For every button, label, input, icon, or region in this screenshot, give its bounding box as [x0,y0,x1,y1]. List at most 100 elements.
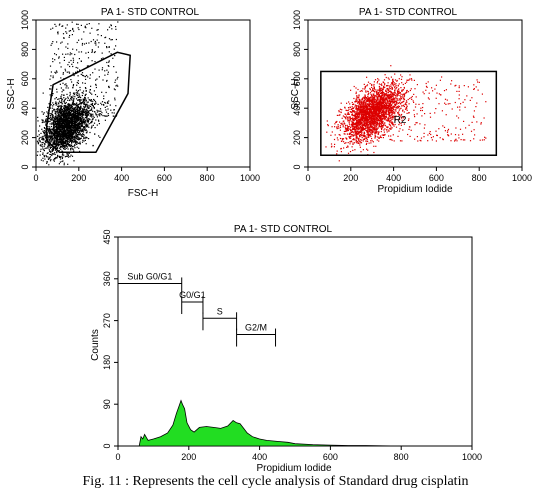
scatter-point [62,110,64,112]
scatter-point [373,81,375,83]
scatter-point [74,147,76,149]
scatter-point [65,131,67,133]
scatter-point [92,113,94,115]
scatter-point [359,123,362,125]
scatter-point [87,107,89,109]
scatter-point [73,128,75,130]
scatter-point [367,81,370,83]
scatter-point [79,115,81,117]
scatter-point [72,28,74,31]
scatter-point [72,48,74,50]
scatter-point [76,111,78,113]
scatter-point [77,62,79,64]
scatter-point [375,127,377,129]
scatter-point [111,112,113,114]
scatter-point [403,93,405,95]
scatter-point [85,87,87,90]
scatter-point [369,92,372,94]
scatter-point [52,75,54,77]
scatter-point [78,122,80,124]
scatter-point [392,118,394,120]
scatter-point [75,119,77,121]
scatter-point [391,83,393,85]
scatter-point [73,111,75,113]
scatter-point [55,136,57,138]
scatter-point [377,110,379,113]
scatter-point [72,61,74,63]
scatter-point [49,94,51,96]
scatter-point [44,156,46,158]
scatter-point [99,115,101,117]
scatter-point [59,156,61,158]
scatter-point [74,133,76,135]
scatter-point [361,111,363,113]
scatter-point [68,152,70,154]
scatter-point [49,144,51,146]
scatter-point [60,142,62,144]
scatter-point [54,98,56,100]
scatter-point [66,133,68,135]
scatter-point [82,90,85,92]
scatter-point [55,123,57,126]
scatter-point [64,70,67,72]
scatter-point [380,92,382,94]
scatter-point [63,99,65,101]
scatter-point [402,101,404,103]
scatter-point [384,101,386,103]
scatter-point [94,103,96,105]
scatter-point [370,118,372,120]
scatter-point [362,128,364,130]
scatter-point [53,131,55,133]
scatter-point [386,85,388,87]
scatter-point [71,107,73,110]
scatter-point [74,129,76,131]
scatter-point [50,135,53,137]
scatter-point [69,124,71,126]
x-tick-label: 800 [200,173,215,183]
scatter-point [79,150,81,152]
scatter-point [60,135,62,137]
scatter-point [73,121,75,123]
scatter-point [48,129,51,131]
scatter-point [59,147,61,149]
scatter-point [73,74,75,77]
scatter-point [56,124,58,126]
scatter-point [85,125,87,127]
scatter-point [378,86,380,88]
scatter-point [69,99,71,101]
scatter-point [113,48,115,50]
scatter-point [62,141,64,143]
scatter-point [59,23,61,25]
scatter-point [83,101,85,103]
scatter-point [88,106,90,108]
scatter-point [83,114,85,116]
scatter-point [354,111,356,113]
scatter-point [92,115,94,117]
scatter-point [365,123,367,125]
scatter-point [354,117,356,119]
scatter-point [380,88,382,90]
scatter-point [407,98,409,101]
scatter-point [76,23,78,25]
scatter-point [79,69,81,71]
scatter-point [389,112,391,114]
scatter-point [64,110,66,112]
scatter-point [49,118,51,120]
scatter-point [40,145,42,147]
scatter-point [105,111,108,113]
scatter-point [56,119,58,121]
scatter-point [355,134,357,136]
scatter-point [334,123,336,125]
scatter-point [76,127,78,129]
scatter-point [360,110,362,112]
scatter-point [97,29,99,31]
scatter-point [77,23,79,25]
scatter-point [53,116,55,118]
scatter-point [90,99,92,101]
scatter-point [62,116,64,118]
scatter-point [62,137,64,139]
scatter-point [376,93,379,95]
scatter-point [59,138,61,140]
scatter-point [402,83,404,86]
scatter-point [395,97,397,99]
